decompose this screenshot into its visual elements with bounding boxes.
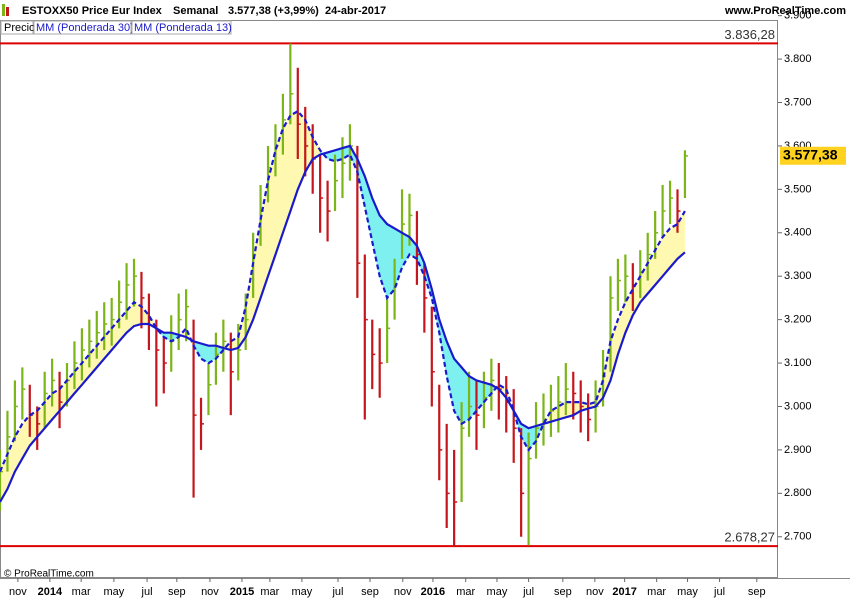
x-tick-label: mar (647, 586, 666, 598)
last-change: 3.577,38 (+3,99%) (228, 5, 319, 17)
x-tick-label: 2017 (612, 586, 636, 598)
logo (2, 4, 5, 16)
x-tick-label: sep (748, 586, 766, 598)
x-tick-label: 2015 (230, 586, 254, 598)
y-tick-label: 3.500 (784, 183, 812, 195)
x-tick-label: sep (168, 586, 186, 598)
x-tick-label: nov (201, 586, 219, 598)
legend-item: Precio (4, 22, 35, 34)
legend: Precio MM (Ponderada 30) MM (Ponderada 1… (0, 20, 232, 35)
y-tick-label: 3.300 (784, 270, 812, 282)
x-tick-label: nov (586, 586, 604, 598)
y-tick-label: 2.800 (784, 487, 812, 499)
last-price-label: 3.577,38 (783, 146, 838, 162)
y-tick-label: 2.700 (784, 531, 812, 543)
y-tick-label: 2.900 (784, 444, 812, 456)
x-tick-label: mar (260, 586, 279, 598)
x-tick-label: may (677, 586, 698, 598)
x-tick-label: sep (554, 586, 572, 598)
x-tick-label: sep (361, 586, 379, 598)
source: www.ProRealTime.com (724, 5, 846, 17)
ma-line (0, 109, 686, 473)
y-tick-label: 3.400 (784, 227, 812, 239)
level-label: 2.678,27 (724, 530, 775, 545)
level-label: 3.836,28 (724, 27, 775, 42)
plot-frame (0, 20, 778, 578)
y-tick-label: 3.800 (784, 53, 812, 65)
x-tick-label: 2014 (38, 586, 63, 598)
x-tick-label: may (487, 586, 508, 598)
ma-line (0, 144, 686, 503)
title: ESTOXX50 Price Eur Index (22, 5, 163, 17)
y-tick-label: 3.000 (784, 400, 812, 412)
y-tick-label: 3.100 (784, 357, 812, 369)
logo (6, 7, 9, 16)
ma-fill (677, 210, 686, 260)
copyright: © ProRealTime.com (4, 569, 94, 580)
legend-box (0, 20, 34, 35)
x-tick-label: mar (72, 586, 91, 598)
x-tick-label: may (104, 586, 125, 598)
x-tick-label: 2016 (421, 586, 445, 598)
date: 24-abr-2017 (325, 5, 386, 17)
x-tick-label: nov (9, 586, 27, 598)
legend-item: MM (Ponderada 13) (134, 22, 232, 34)
x-tick-label: may (292, 586, 313, 598)
legend-item: MM (Ponderada 30) (36, 22, 134, 34)
x-tick-label: jul (331, 586, 343, 598)
y-tick-label: 3.200 (784, 314, 812, 326)
legend-box (33, 20, 132, 35)
last-price-box (780, 146, 846, 165)
x-tick-label: mar (456, 586, 475, 598)
ma-fill (386, 223, 395, 299)
x-tick-label: jul (522, 586, 534, 598)
y-tick-label: 3.700 (784, 96, 812, 108)
x-tick-label: jul (141, 586, 153, 598)
x-tick-label: nov (394, 586, 412, 598)
legend-box (131, 20, 232, 35)
x-tick-label: jul (713, 586, 725, 598)
y-tick-label: 3.900 (784, 10, 812, 22)
period: Semanal (173, 5, 218, 17)
